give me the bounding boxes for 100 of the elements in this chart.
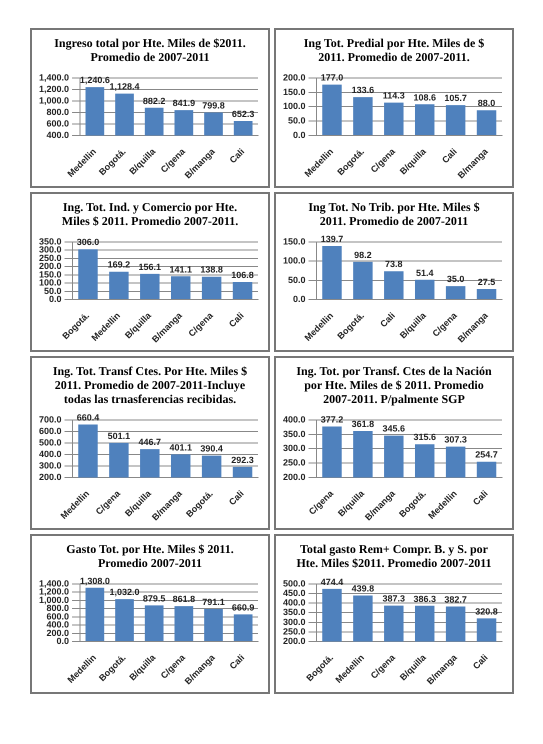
y-tick-label: 150.0 [38, 269, 62, 280]
y-tick-label: 450.0 [282, 588, 306, 598]
y-tick-label: 0.0 [293, 294, 306, 304]
data-label: 35.0 [446, 274, 464, 284]
y-tick-label: 600.0 [38, 426, 62, 436]
y-tick-label: 800.0 [46, 106, 70, 117]
data-label: 73.8 [385, 259, 403, 270]
y-tick-label: 0.0 [49, 294, 62, 304]
y-tick-label: 800.0 [46, 603, 70, 614]
data-label: 791.1 [202, 596, 225, 607]
y-tick-label: 250.0 [282, 626, 306, 636]
bar [353, 262, 373, 299]
bar [414, 104, 434, 135]
chart-title: Ing. Tot. Ind. y Comercio por Hte. Miles $ 2011. Promedio 2007-2011. [60, 199, 240, 230]
chart-title: Ing Tot. Predial por Hte. Miles de $ 2011. Promedio de 2007-2011. [302, 35, 486, 66]
data-label: 882.2 [142, 96, 166, 106]
data-label: 51.4 [416, 268, 434, 278]
bar [353, 97, 373, 135]
data-label: 114.3 [382, 90, 405, 101]
x-tick-label: Cali [470, 652, 490, 672]
x-tick-label: Cali [226, 310, 246, 330]
y-tick-label: 1,000.0 [38, 594, 70, 605]
bar [115, 599, 134, 641]
bar [78, 249, 98, 299]
y-tick-label: 700.0 [38, 414, 62, 424]
data-label: 254.7 [475, 450, 498, 460]
data-label: 382.7 [444, 594, 467, 604]
y-tick-label: 1,000.0 [38, 95, 70, 106]
data-label: 141.1 [169, 264, 192, 274]
y-tick-label: 50.0 [288, 116, 306, 126]
y-tick-label: 200.0 [38, 261, 62, 272]
bar [174, 606, 194, 641]
data-label: 474.4 [320, 576, 344, 587]
data-label: 292.3 [231, 454, 254, 465]
data-label: 138.8 [200, 264, 223, 275]
y-tick-label: 350.0 [282, 607, 306, 618]
data-label: 105.7 [444, 93, 467, 104]
bar [384, 271, 404, 299]
data-label: 133.6 [352, 85, 374, 96]
data-label: 88.0 [478, 98, 496, 108]
y-tick-label: 200.0 [282, 72, 306, 82]
y-tick-label: 400.0 [46, 620, 70, 630]
bar [414, 280, 434, 299]
chart-title: Gasto Tot. por Hte. Miles $ 2011. Promedio 2007-2011 [65, 541, 235, 572]
bar [204, 609, 223, 641]
x-tick-label: Cali [226, 488, 246, 508]
data-label: 439.8 [352, 584, 374, 594]
data-label: 320.8 [475, 606, 498, 616]
data-label: 799.8 [202, 100, 225, 110]
data-label: 139.7 [320, 234, 344, 244]
data-label: 1,032.0 [110, 587, 140, 598]
chart-title: Ingreso total por Hte. Miles de $2011. Promedio de 2007-2011 [53, 35, 247, 66]
data-label: 401.1 [169, 442, 192, 452]
y-tick-label: 350.0 [38, 236, 62, 246]
data-label: 177.0 [320, 72, 344, 83]
bar [202, 276, 222, 299]
data-label: 446.7 [138, 437, 162, 448]
y-tick-label: 100.0 [282, 256, 306, 266]
bar [170, 276, 190, 299]
x-tick-label: Cali [440, 146, 459, 166]
y-tick-label: 200.0 [38, 472, 62, 482]
chart-title: Ing. Tot. Transf Ctes. Por Hte. Miles $ 2011. Promedio de 2007-2011-Incluye todas las trnasferencias recibidas. [52, 363, 248, 408]
data-label: 27.5 [478, 276, 496, 287]
data-label: 306.0 [76, 237, 100, 248]
y-tick-label: 200.0 [282, 472, 306, 482]
data-label: 315.6 [413, 432, 436, 442]
y-tick-label: 400.0 [282, 598, 306, 608]
data-label: 386.3 [413, 594, 436, 604]
data-label: 1,240.6 [80, 75, 110, 86]
bar [144, 605, 164, 641]
data-label: 387.3 [382, 594, 406, 604]
y-tick-label: 300.0 [38, 244, 62, 255]
data-label: 841.9 [172, 98, 196, 108]
x-tick-label: Cali [470, 488, 490, 508]
y-tick-label: 50.0 [44, 286, 62, 296]
y-tick-label: 1,200.0 [38, 84, 70, 94]
bar [86, 588, 104, 641]
data-label: 156.1 [138, 262, 162, 272]
y-tick-label: 1,200.0 [38, 586, 70, 597]
y-tick-label: 400.0 [282, 414, 306, 424]
bar [140, 274, 160, 299]
data-label: 1,128.4 [110, 82, 140, 92]
chart-title: Ing Tot. No Trib. por Hte. Miles $ 2011. Promedio de 2007-2011 [307, 199, 481, 230]
y-tick-label: 400.0 [46, 130, 70, 140]
data-label: 106.8 [231, 270, 254, 280]
y-tick-label: 500.0 [38, 437, 62, 448]
data-label: 501.1 [108, 430, 130, 441]
y-tick-label: 200.0 [282, 636, 306, 646]
y-tick-label: 200.0 [46, 628, 70, 638]
bar [109, 272, 129, 299]
chart-title: Ing. Tot. por Transf. Ctes de la Nación por Hte. Miles de $ 2011. Promedio 2007-2011. P/palmente SGP [295, 363, 493, 408]
bar [232, 282, 252, 299]
data-label: 169.2 [108, 260, 130, 270]
y-tick-label: 300.0 [282, 443, 306, 454]
data-label: 377.2 [320, 414, 344, 425]
data-label: 108.6 [413, 92, 436, 102]
bar [476, 288, 496, 299]
y-tick-label: 1,400.0 [38, 72, 70, 82]
y-tick-label: 150.0 [282, 86, 306, 97]
data-label: 98.2 [354, 250, 372, 260]
